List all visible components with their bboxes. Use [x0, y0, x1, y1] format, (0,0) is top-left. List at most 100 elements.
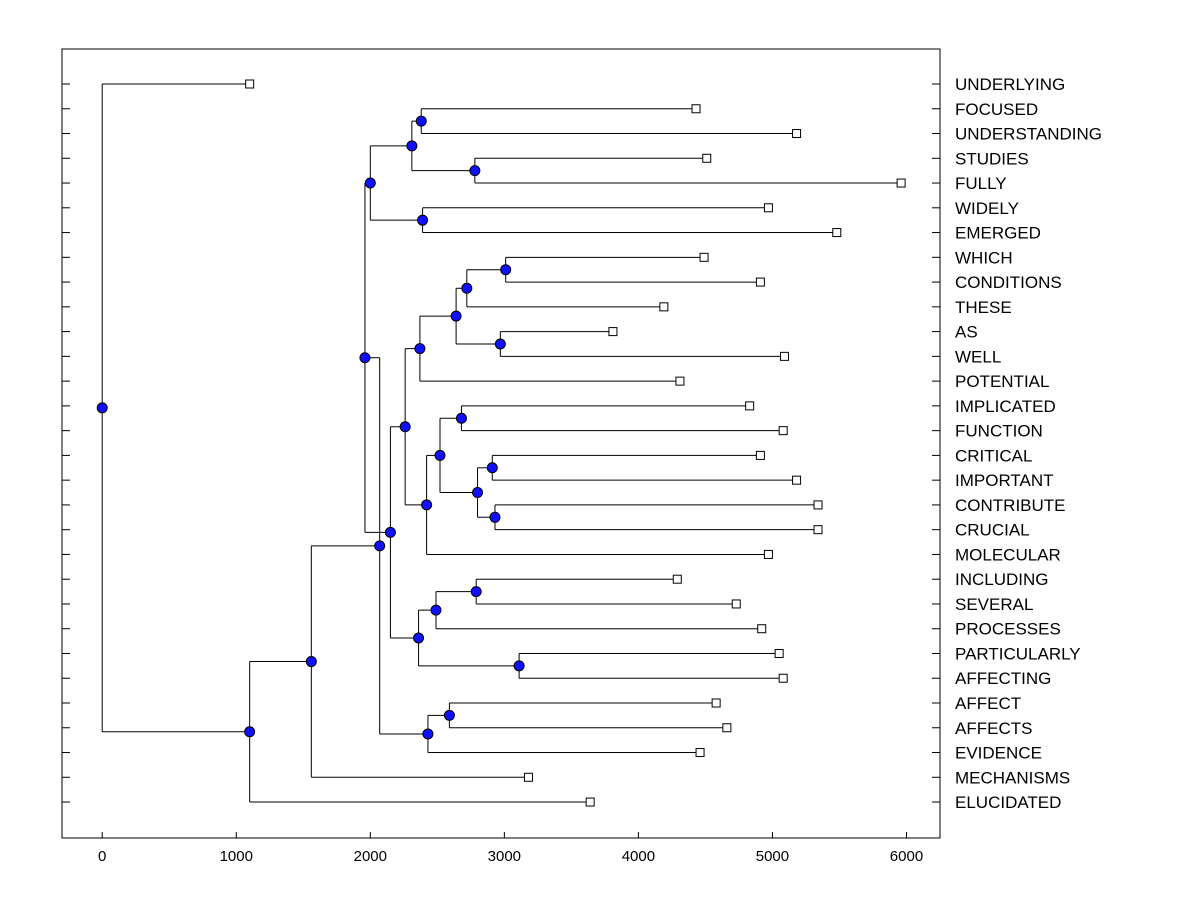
x-axis: 0 1000 2000 3000 4000 5000 6000: [98, 832, 923, 865]
merge-node: [305, 656, 317, 668]
merge-node: [500, 264, 512, 276]
leaf-marker: [813, 500, 823, 510]
leaf-marker: [699, 252, 709, 262]
leaf-label: AFFECT: [955, 694, 1021, 713]
leaf-marker: [711, 698, 721, 708]
leaf-label: POTENTIAL: [955, 372, 1049, 391]
leaf-label: IMPORTANT: [955, 471, 1054, 490]
leaf-label: MECHANISMS: [955, 768, 1070, 787]
leaf-label: STUDIES: [955, 149, 1029, 168]
merge-node: [430, 604, 442, 616]
leaf-label: THESE: [955, 298, 1012, 317]
leaf-marker: [523, 772, 533, 782]
merge-node: [244, 726, 256, 738]
leaf-marker: [755, 450, 765, 460]
leaf-label: WIDELY: [955, 199, 1019, 218]
merge-node: [472, 487, 484, 499]
leaf-marker: [585, 797, 595, 807]
leaf-marker: [813, 525, 823, 535]
leaf-label: CRUCIAL: [955, 521, 1030, 540]
leaf-marker: [608, 327, 618, 337]
leaf-marker: [778, 673, 788, 683]
merge-node: [415, 115, 427, 127]
merge-node: [469, 165, 481, 177]
merge-node: [470, 586, 482, 598]
merge-node: [384, 526, 396, 538]
leaf-label: FOCUSED: [955, 100, 1038, 119]
dendrogram-leaves: [245, 79, 906, 807]
leaf-marker: [778, 426, 788, 436]
leaf-marker: [702, 153, 712, 163]
leaf-marker: [672, 574, 682, 584]
leaf-label: CONDITIONS: [955, 273, 1062, 292]
leaf-label: EVIDENCE: [955, 744, 1042, 763]
leaf-label: UNDERLYING: [955, 75, 1065, 94]
merge-node: [374, 540, 386, 552]
merge-node: [399, 421, 411, 433]
leaf-label: EMERGED: [955, 224, 1041, 243]
leaf-marker: [675, 376, 685, 386]
leaf-marker: [896, 178, 906, 188]
merge-node: [413, 632, 425, 644]
leaf-marker: [792, 475, 802, 485]
merge-node: [359, 352, 371, 364]
leaf-label: ELUCIDATED: [955, 793, 1061, 812]
merge-node: [414, 343, 426, 355]
merge-node: [461, 282, 473, 294]
x-tick-label: 6000: [890, 848, 923, 865]
merge-node: [455, 412, 467, 424]
merge-node: [364, 177, 376, 189]
leaf-marker: [745, 401, 755, 411]
leaf-marker: [659, 302, 669, 312]
y-tick-marks: [62, 83, 940, 803]
leaf-marker: [832, 228, 842, 238]
leaf-label: AS: [955, 323, 978, 342]
x-tick-label: 3000: [488, 848, 521, 865]
leaf-label: SEVERAL: [955, 595, 1033, 614]
dendrogram-nodes: [96, 115, 525, 740]
leaf-marker: [722, 723, 732, 733]
merge-node: [486, 462, 498, 474]
leaf-marker: [695, 748, 705, 758]
leaf-label: IMPLICATED: [955, 397, 1056, 416]
leaf-marker: [245, 79, 255, 89]
merge-node: [406, 140, 418, 152]
leaf-label: FUNCTION: [955, 422, 1043, 441]
leaf-label: PROCESSES: [955, 620, 1061, 639]
leaf-labels: UNDERLYING FOCUSED UNDERSTANDING STUDIES FUL…: [955, 75, 1102, 812]
merge-node: [96, 402, 108, 414]
leaf-marker: [780, 351, 790, 361]
merge-node: [422, 728, 434, 740]
leaf-label: AFFECTS: [955, 719, 1032, 738]
leaf-marker: [731, 599, 741, 609]
merge-node: [443, 709, 455, 721]
leaf-label: FULLY: [955, 174, 1007, 193]
plot-frame: [61, 48, 941, 839]
leaf-label: WHICH: [955, 248, 1013, 267]
leaf-marker: [763, 549, 773, 559]
x-tick-label: 1000: [220, 848, 253, 865]
x-tick-label: 5000: [756, 848, 789, 865]
leaf-label: PARTICULARLY: [955, 644, 1081, 663]
x-tick-label: 2000: [354, 848, 387, 865]
merge-node: [450, 310, 462, 322]
leaf-marker: [691, 104, 701, 114]
leaf-label: UNDERSTANDING: [955, 125, 1102, 144]
leaf-marker: [774, 648, 784, 658]
merge-node: [513, 660, 525, 672]
merge-node: [494, 338, 506, 350]
leaf-label: CONTRIBUTE: [955, 496, 1066, 515]
x-tick-label: 4000: [622, 848, 655, 865]
leaf-marker: [792, 129, 802, 139]
merge-node: [489, 511, 501, 523]
leaf-label: CRITICAL: [955, 446, 1032, 465]
leaf-label: INCLUDING: [955, 570, 1049, 589]
leaf-label: MOLECULAR: [955, 545, 1061, 564]
x-tick-label: 0: [98, 848, 106, 865]
merge-node: [434, 449, 446, 461]
leaf-label: AFFECTING: [955, 669, 1051, 688]
leaf-marker: [757, 624, 767, 634]
leaf-marker: [755, 277, 765, 287]
merge-node: [417, 214, 429, 226]
